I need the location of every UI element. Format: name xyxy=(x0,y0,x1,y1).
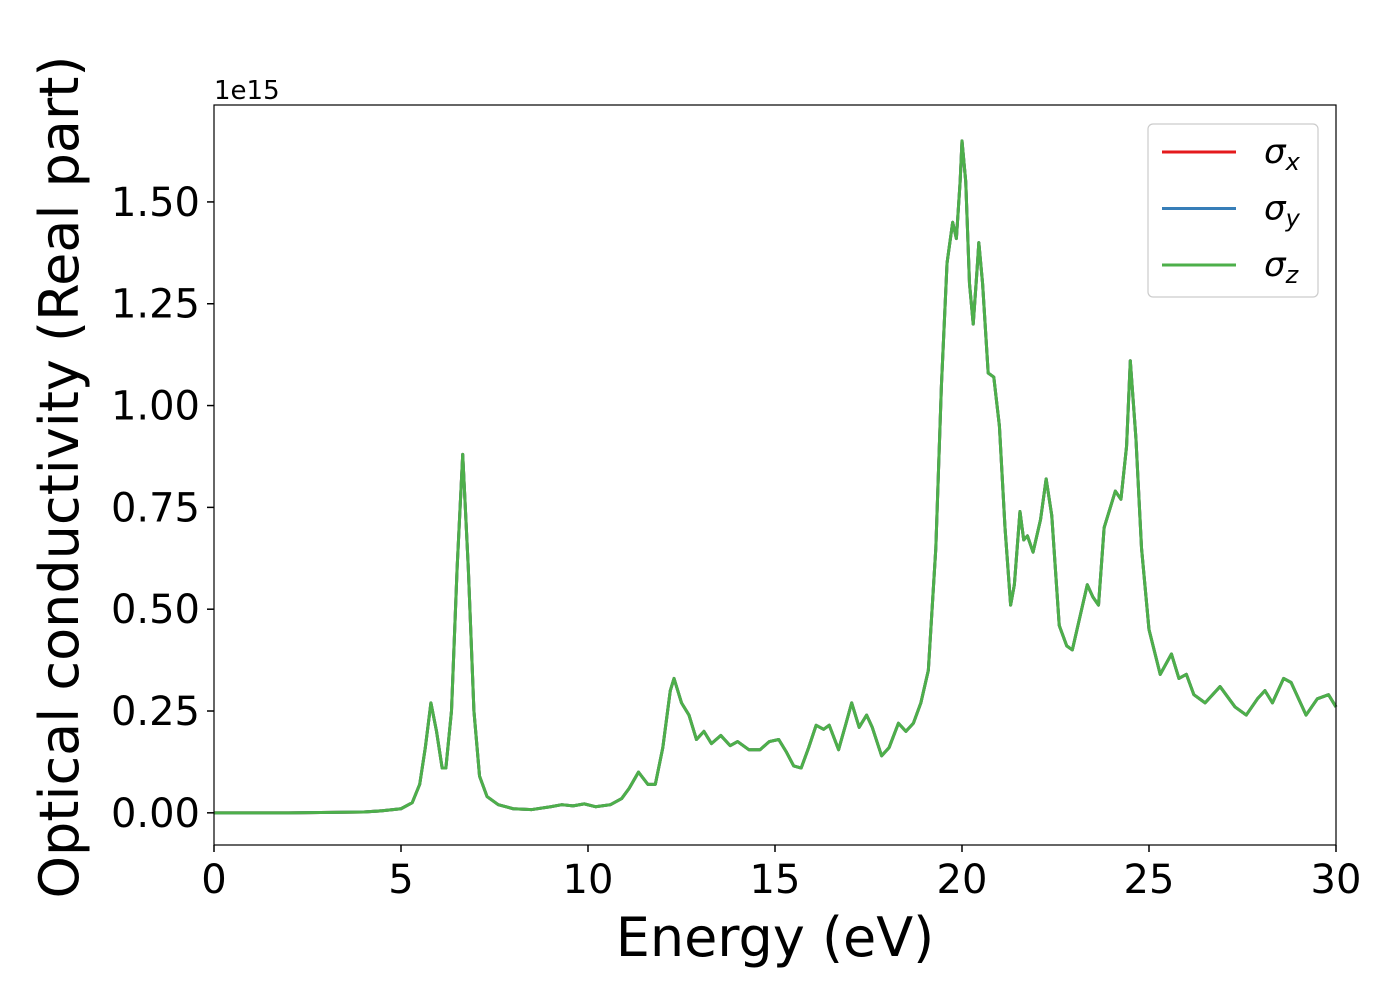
plot-frame xyxy=(213,104,1337,846)
x-tick-label: 0 xyxy=(201,857,226,903)
x-tick-label: 20 xyxy=(937,857,988,903)
y-tick-label: 0.00 xyxy=(111,791,200,837)
x-tick-label: 15 xyxy=(750,857,801,903)
offset-text: 1e15 xyxy=(214,76,280,106)
y-tick-label: 1.00 xyxy=(111,384,200,430)
x-tick-label: 30 xyxy=(1311,857,1362,903)
data-line xyxy=(214,139,1338,815)
y-tick-label: 1.50 xyxy=(111,180,200,226)
x-tick-label: 25 xyxy=(1124,857,1175,903)
y-tick-label: 1.25 xyxy=(111,282,200,328)
legend-label: σz xyxy=(1264,245,1300,289)
x-tick-label: 10 xyxy=(563,857,614,903)
y-axis-label: Optical conductivity (Real part) xyxy=(28,56,91,899)
y-tick-label: 0.75 xyxy=(111,485,200,531)
y-tick-label: 0.50 xyxy=(111,587,200,633)
x-axis-label: Energy (eV) xyxy=(616,906,935,969)
x-tick-label: 5 xyxy=(388,857,413,903)
legend-box xyxy=(1147,123,1319,298)
y-tick-label: 0.25 xyxy=(111,689,200,735)
